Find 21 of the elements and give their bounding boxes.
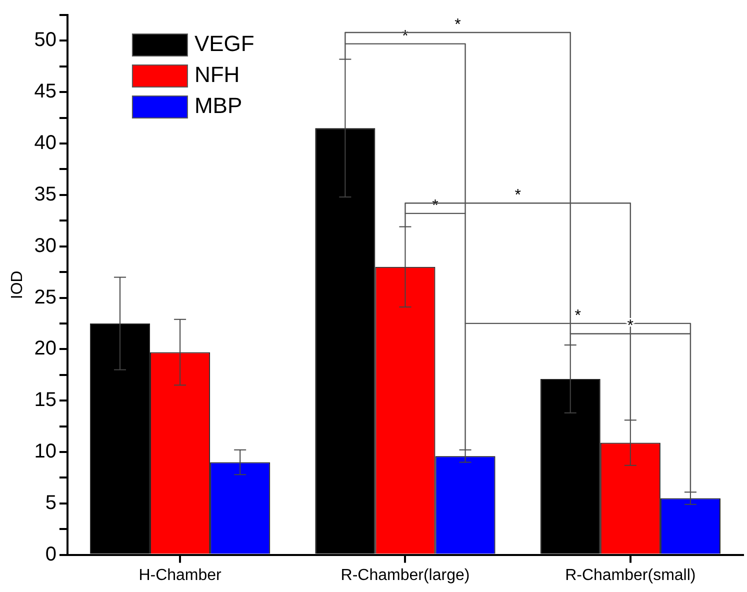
annotation: * xyxy=(574,307,581,324)
x-tick-label: R-Chamber(large) xyxy=(340,566,470,584)
y-tick-label: 35 xyxy=(34,183,56,206)
y-tick-label: 20 xyxy=(34,338,56,360)
legend-label: NFH xyxy=(194,62,240,88)
annotation: * xyxy=(514,187,521,204)
annotation: * xyxy=(454,16,461,34)
legend-label: MBP xyxy=(194,93,242,118)
y-tick-label: 30 xyxy=(34,234,56,257)
legend-label: VEGF xyxy=(194,31,254,56)
y-tick-label: 10 xyxy=(34,440,56,462)
y-tick-label: 25 xyxy=(34,286,56,308)
y-tick-label: 0 xyxy=(45,543,56,566)
x-tick-label: R-Chamber(small) xyxy=(565,566,696,584)
y-tick-label: 40 xyxy=(34,132,56,154)
y-tick-label: 15 xyxy=(34,389,56,412)
y-tick-label: 50 xyxy=(34,29,56,52)
x-tick-label: H-Chamber xyxy=(138,566,222,584)
y-tick-label: 45 xyxy=(34,80,56,103)
y-axis-title: IOD xyxy=(9,270,26,300)
y-tick-label: 5 xyxy=(45,492,56,514)
